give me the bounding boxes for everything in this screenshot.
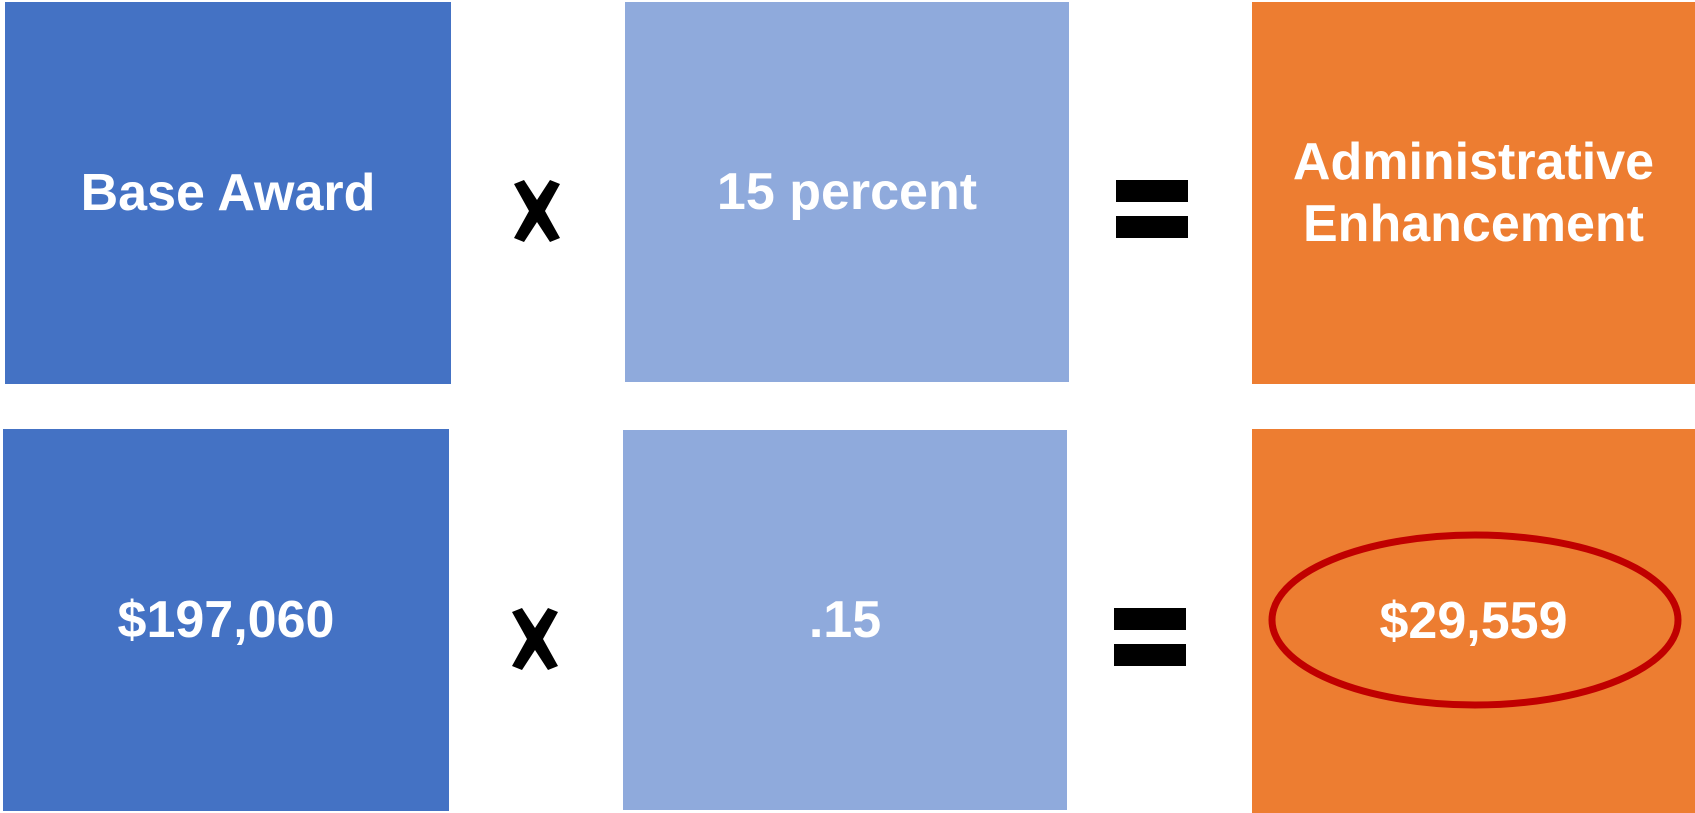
base-award-label: Base Award — [80, 163, 376, 222]
base-award-box: Base Award — [5, 2, 451, 384]
result-value: $29,559 — [1379, 591, 1568, 650]
base-award-value: $197,060 — [117, 590, 335, 649]
percent-box: 15 percent — [625, 2, 1069, 382]
multiply-icon — [514, 180, 560, 242]
administrative-enhancement-box: Administrative Enhancement — [1252, 2, 1695, 384]
result-value-box: $29,559 — [1252, 429, 1695, 813]
rate-value-box: .15 — [623, 430, 1067, 810]
rate-value: .15 — [808, 590, 882, 649]
equals-icon — [1116, 180, 1188, 238]
multiply-icon — [512, 608, 558, 670]
equals-icon — [1114, 608, 1186, 666]
percent-label: 15 percent — [716, 162, 978, 221]
administrative-enhancement-label: Administrative Enhancement — [1292, 132, 1655, 253]
base-award-value-box: $197,060 — [3, 429, 449, 811]
